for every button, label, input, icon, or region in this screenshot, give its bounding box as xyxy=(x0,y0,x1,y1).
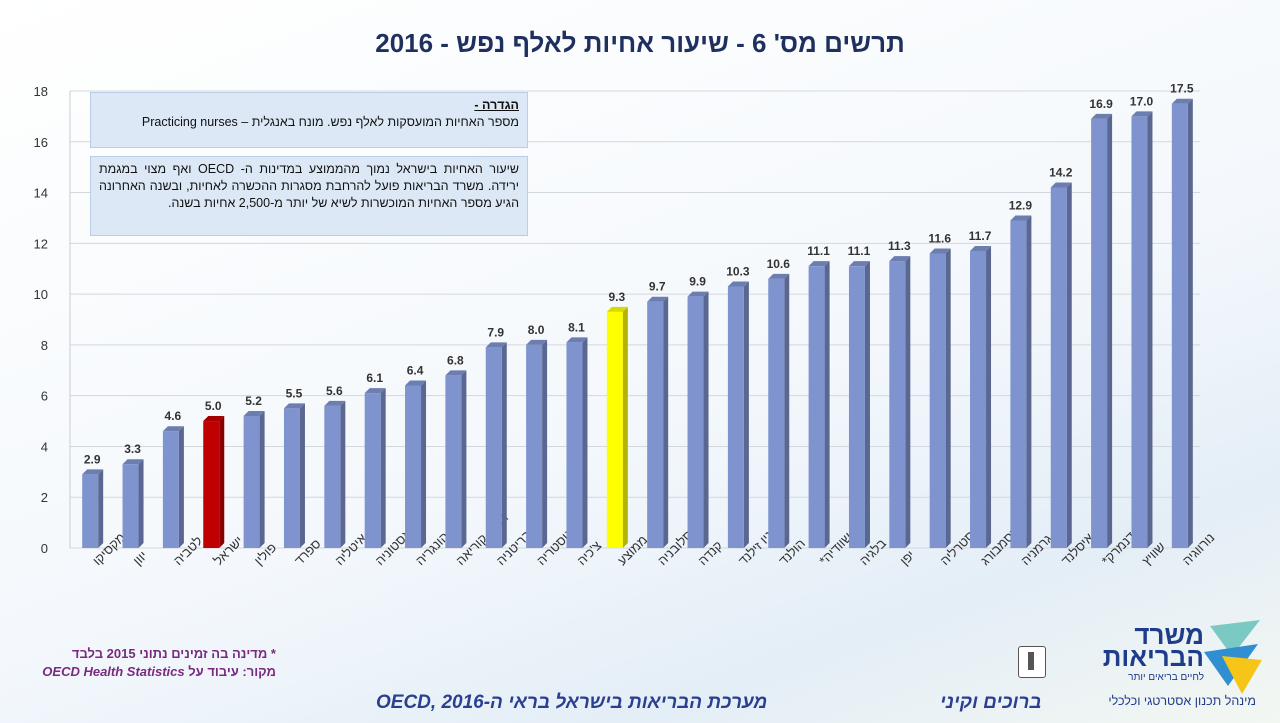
value-label: 5.2 xyxy=(245,394,262,408)
bar-2 xyxy=(162,426,184,548)
y-tick-label: 2 xyxy=(41,490,48,505)
footnote-star: * מדינה בה זמינים נתוני 2015 בלבד xyxy=(71,646,276,661)
bar-24 xyxy=(1050,182,1072,548)
y-tick-label: 6 xyxy=(41,389,48,404)
value-label: 3.3 xyxy=(124,442,141,456)
logo-wing-icon xyxy=(1204,620,1262,694)
summary-note: שיעור האחיות בישראל נמוך מהממוצע במדינות… xyxy=(90,156,528,236)
value-label: 10.6 xyxy=(767,257,791,271)
value-label: 9.9 xyxy=(689,275,706,289)
value-label: 5.0 xyxy=(205,399,222,413)
y-tick-label: 14 xyxy=(34,186,48,201)
summary-text: שיעור האחיות בישראל נמוך מהממוצע במדינות… xyxy=(99,162,519,210)
value-label: 4.6 xyxy=(165,409,182,423)
value-label: 2.9 xyxy=(84,452,101,466)
bar-17 xyxy=(768,273,790,548)
footer-credit: ברוכים וקיני xyxy=(940,692,1042,713)
bar-22 xyxy=(970,245,992,548)
value-label: 11.1 xyxy=(807,244,830,258)
bar-13 xyxy=(606,306,628,548)
bar-18 xyxy=(808,261,830,548)
value-label: 11.3 xyxy=(888,239,911,253)
bar-4 xyxy=(243,410,265,548)
value-label: 5.6 xyxy=(326,384,343,398)
state-emblem-icon xyxy=(1018,646,1046,678)
bar-11 xyxy=(526,339,548,548)
y-tick-label: 8 xyxy=(41,338,48,353)
definition-note: הגדרה - מספר האחיות המועסקות לאלף נפש. מ… xyxy=(90,92,528,148)
source-line: מקור: עיבוד על OECD Health Statistics xyxy=(18,664,276,679)
value-label: 16.9 xyxy=(1089,97,1113,111)
bar-0 xyxy=(82,469,104,548)
value-label: 11.6 xyxy=(928,231,951,245)
bar-3 xyxy=(203,416,225,548)
category-label: יוון xyxy=(130,548,150,568)
bar-16 xyxy=(727,281,749,548)
bar-1 xyxy=(122,459,144,548)
value-label: 6.1 xyxy=(366,371,383,385)
bar-27 xyxy=(1171,98,1193,548)
y-tick-label: 0 xyxy=(41,541,48,556)
source-name: OECD Health Statistics xyxy=(42,664,185,679)
value-label: 11.7 xyxy=(969,229,992,243)
bar-12 xyxy=(566,337,588,548)
value-label: 5.5 xyxy=(286,386,303,400)
bar-23 xyxy=(1010,215,1032,548)
logo-tagline: לחיים בריאים יותר xyxy=(1128,672,1204,683)
definition-text: מספר האחיות המועסקות לאלף נפש. מונח באנג… xyxy=(141,115,519,129)
value-label: 10.3 xyxy=(726,264,750,278)
value-label: 12.9 xyxy=(1009,198,1033,212)
y-tick-label: 16 xyxy=(34,135,48,150)
source-prefix: מקור: עיבוד על xyxy=(188,664,276,679)
chart-title: תרשים מס' 6 - שיעור אחיות לאלף נפש - 201… xyxy=(375,28,905,58)
logo-title-line1: משרד xyxy=(1134,620,1204,650)
value-label: 7.9 xyxy=(487,325,504,339)
ministry-logo: משרד הבריאות לחיים בריאים יותר מינהל תכנ… xyxy=(1012,616,1262,716)
logo-title-line2: הבריאות xyxy=(1102,642,1204,672)
value-label: 9.7 xyxy=(649,280,666,294)
bar-20 xyxy=(889,256,911,548)
bar-10 xyxy=(485,342,507,548)
bar-9 xyxy=(445,370,467,548)
y-tick-label: 18 xyxy=(34,84,48,99)
bar-5 xyxy=(283,403,305,548)
value-label: 17.0 xyxy=(1130,94,1154,108)
value-label: 17.5 xyxy=(1170,82,1194,96)
value-label: 8.1 xyxy=(568,320,585,334)
logo-title: משרד הבריאות xyxy=(1103,622,1204,670)
definition-heading: הגדרה - xyxy=(474,98,519,112)
category-label: יפן xyxy=(897,547,918,568)
bar-25 xyxy=(1091,113,1113,548)
y-tick-label: 12 xyxy=(34,236,48,251)
y-tick-label: 10 xyxy=(34,287,48,302)
value-label: 14.2 xyxy=(1049,165,1073,179)
value-label: 6.4 xyxy=(407,364,424,378)
y-tick-label: 4 xyxy=(41,439,48,454)
bar-19 xyxy=(848,261,870,548)
value-label: 6.8 xyxy=(447,353,464,367)
value-label: 8.0 xyxy=(528,323,545,337)
bar-8 xyxy=(405,380,427,548)
bar-14 xyxy=(647,296,669,548)
value-label: 11.1 xyxy=(848,244,871,258)
bar-26 xyxy=(1131,111,1153,548)
bar-21 xyxy=(929,248,951,548)
bar-7 xyxy=(364,388,386,548)
logo-department: מינהל תכנון אסטרטגי וכלכלי xyxy=(1108,694,1256,708)
bar-15 xyxy=(687,291,709,548)
value-label: 9.3 xyxy=(608,290,625,304)
footer-report-title: מערכת הבריאות בישראל בראי ה-OECD, 2016 xyxy=(376,692,768,713)
bar-6 xyxy=(324,400,346,548)
